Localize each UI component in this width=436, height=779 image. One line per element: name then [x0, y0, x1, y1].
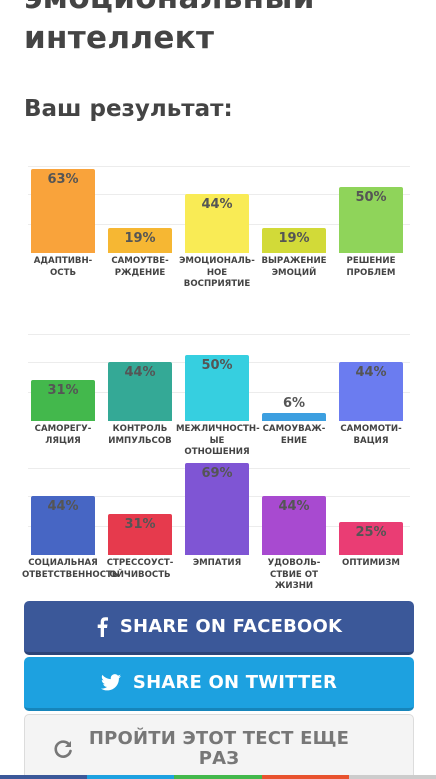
- chart-category-label: ВЫРАЖЕНИЕ ЭМОЦИЙ: [261, 256, 327, 278]
- page-title-line2: интеллект: [24, 20, 215, 56]
- page-title: эмоциональный интеллект: [24, 0, 424, 58]
- bottom-strip-segment: [261, 775, 349, 779]
- chart-column: 63% АДАПТИВН- ОСТЬ: [28, 166, 98, 296]
- chart-bar: [262, 496, 326, 555]
- chart-column: 69% ЭМПАТИЯ: [182, 463, 252, 598]
- chart-category-label: МЕЖЛИЧНОСТН- ЫЕ ОТНОШЕНИЯ: [176, 424, 260, 457]
- chart-bar: [108, 362, 172, 421]
- page-title-line1: эмоциональный: [24, 0, 424, 18]
- chart-value-label: 50%: [201, 357, 233, 373]
- chart-value-label: 25%: [355, 524, 387, 540]
- result-heading: Ваш результат:: [24, 96, 233, 122]
- chart-category-label: САМОРЕГУ- ЛЯЦИЯ: [34, 424, 92, 446]
- chart-column: 19% ВЫРАЖЕНИЕ ЭМОЦИЙ: [259, 166, 329, 296]
- chart-value-label: 50%: [355, 189, 387, 205]
- twitter-icon: [100, 674, 121, 691]
- chart-column: 50% РЕШЕНИЕ ПРОБЛЕМ: [336, 166, 406, 296]
- chart-category-label: СОЦИАЛЬНАЯ ОТВЕТСТВЕННОСТЬ: [22, 558, 119, 580]
- share-facebook-button[interactable]: SHARE ON FACEBOOK: [24, 601, 414, 655]
- share-twitter-button[interactable]: SHARE ON TWITTER: [24, 657, 414, 711]
- chart-category-label: УДОВОЛЬ- СТВИЕ ОТ ЖИЗНИ: [267, 558, 321, 591]
- refresh-icon: [53, 739, 73, 759]
- chart-value-label: 69%: [201, 466, 233, 482]
- chart-column: 44% ЭМОЦИОНАЛЬ- НОЕ ВОСПРИЯТИЕ: [179, 166, 255, 296]
- chart-category-label: ЭМОЦИОНАЛЬ- НОЕ ВОСПРИЯТИЕ: [179, 256, 255, 289]
- chart-column: 31% САМОРЕГУ- ЛЯЦИЯ: [28, 334, 98, 464]
- chart-gridline: [28, 166, 410, 167]
- bottom-strip-segment: [348, 775, 436, 779]
- chart-column: 50% МЕЖЛИЧНОСТН- ЫЕ ОТНОШЕНИЯ: [176, 334, 260, 464]
- chart-category-label: СТРЕССОУСТ- ОЙЧИВОСТЬ: [106, 558, 174, 580]
- results-chart-2: 31% САМОРЕГУ- ЛЯЦИЯ 44% КОНТРОЛЬ ИМПУЛЬСОВ 5…: [28, 334, 410, 464]
- chart-bar: [31, 496, 95, 555]
- chart-value-label: 44%: [278, 499, 310, 515]
- chart-value-label: 31%: [124, 516, 156, 532]
- bottom-strip-segment: [174, 775, 262, 779]
- chart-bar: [108, 227, 172, 253]
- chart-value-label: 44%: [201, 197, 233, 213]
- chart-column: 44% УДОВОЛЬ- СТВИЕ ОТ ЖИЗНИ: [259, 468, 329, 598]
- chart-value-label: 44%: [47, 499, 79, 515]
- chart-bar: [185, 463, 249, 555]
- chart-value-label: 63%: [47, 172, 79, 188]
- chart-category-label: ОПТИМИЗМ: [342, 558, 400, 568]
- chart-bar: [108, 513, 172, 555]
- chart-value-label: 19%: [124, 230, 156, 246]
- chart-bar: [262, 413, 326, 421]
- chart-column: 6% САМОУВАЖ- ЕНИЕ: [259, 334, 329, 464]
- chart-bar: [262, 227, 326, 253]
- chart-category-label: САМОУТВЕ- РЖДЕНИЕ: [111, 256, 169, 278]
- chart-bar: [31, 379, 95, 421]
- chart-category-label: САМОМОТИ- ВАЦИЯ: [340, 424, 402, 446]
- results-chart-1: 63% АДАПТИВН- ОСТЬ 19% САМОУТВЕ- РЖДЕНИЕ 44%…: [28, 166, 410, 296]
- chart-category-label: ЭМПАТИЯ: [192, 558, 242, 568]
- chart-bar: [31, 169, 95, 253]
- chart-bar: [339, 186, 403, 253]
- chart-category-label: РЕШЕНИЕ ПРОБЛЕМ: [346, 256, 396, 278]
- chart-column: 19% САМОУТВЕ- РЖДЕНИЕ: [105, 166, 175, 296]
- chart-column: 44% САМОМОТИ- ВАЦИЯ: [336, 334, 406, 464]
- chart-value-label: 19%: [278, 230, 310, 246]
- chart-category-label: КОНТРОЛЬ ИМПУЛЬСОВ: [108, 424, 172, 446]
- retake-test-button[interactable]: ПРОЙТИ ЭТОТ ТЕСТ ЕЩЕ РАЗ: [24, 714, 414, 779]
- chart-column: 31% СТРЕССОУСТ- ОЙЧИВОСТЬ: [105, 468, 175, 598]
- chart-bar: [339, 521, 403, 555]
- chart-column: 44% СОЦИАЛЬНАЯ ОТВЕТСТВЕННОСТЬ: [22, 468, 118, 598]
- chart-column: 25% ОПТИМИЗМ: [336, 468, 406, 598]
- chart-category-label: АДАПТИВН- ОСТЬ: [33, 256, 93, 278]
- chart-category-label: САМОУВАЖ- ЕНИЕ: [262, 424, 326, 446]
- chart-value-label: 31%: [47, 382, 79, 398]
- chart-value-label: 44%: [355, 365, 387, 381]
- chart-bar: [185, 354, 249, 421]
- chart-gridline: [28, 334, 410, 335]
- results-chart-3: 44% СОЦИАЛЬНАЯ ОТВЕТСТВЕННОСТЬ 31% СТРЕССОУ…: [22, 463, 410, 598]
- chart-column: 44% КОНТРОЛЬ ИМПУЛЬСОВ: [105, 334, 175, 464]
- bottom-strip-segment: [0, 775, 88, 779]
- retake-test-label: ПРОЙТИ ЭТОТ ТЕСТ ЕЩЕ РАЗ: [88, 728, 350, 769]
- chart-value-label: 44%: [124, 365, 156, 381]
- share-twitter-label: SHARE ON TWITTER: [132, 672, 338, 693]
- chart-value-label: 6%: [282, 396, 306, 412]
- chart-bar: [185, 194, 249, 253]
- bottom-color-strip: [0, 775, 436, 779]
- chart-bar: [339, 362, 403, 421]
- facebook-icon: [96, 616, 108, 637]
- bottom-strip-segment: [87, 775, 175, 779]
- share-facebook-label: SHARE ON FACEBOOK: [119, 616, 343, 637]
